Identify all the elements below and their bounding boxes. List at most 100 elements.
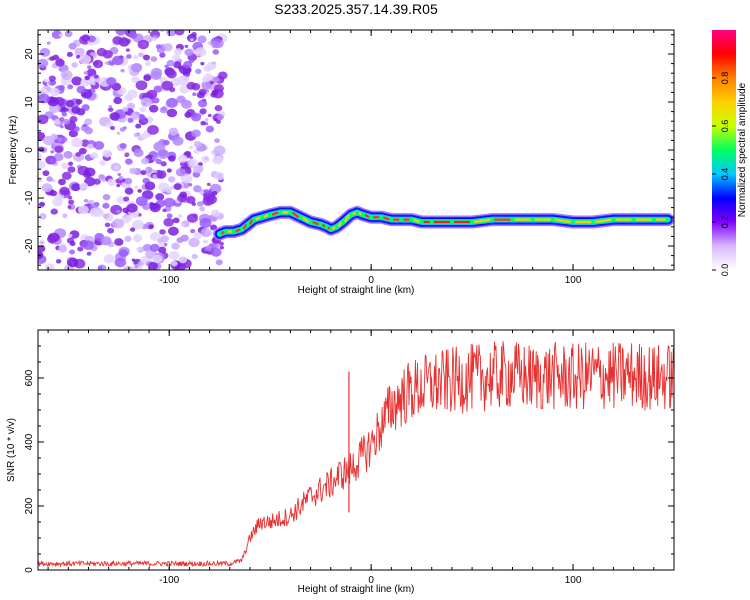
ridge-core	[220, 230, 225, 235]
noise-blob	[43, 78, 49, 83]
noise-blob	[102, 149, 112, 158]
noise-blob	[190, 112, 202, 122]
y-tick-label: 10	[24, 96, 35, 108]
noise-blob	[196, 91, 205, 99]
noise-blob	[58, 84, 65, 91]
noise-blob	[118, 249, 129, 258]
noise-blob	[126, 102, 136, 110]
y-tick-label: 0	[24, 147, 35, 153]
spectrogram-ylabel: Frequency (Hz)	[8, 116, 19, 185]
noise-blobs	[38, 30, 228, 270]
colorbar-scale	[712, 30, 736, 270]
noise-blob	[125, 215, 133, 222]
noise-blob	[199, 217, 212, 228]
noise-blob	[195, 68, 202, 75]
noise-blob	[152, 97, 160, 104]
colorbar-label: Normalized spectral amplitude	[737, 82, 748, 217]
noise-blob	[61, 162, 69, 169]
noise-blob	[160, 161, 167, 167]
noise-blob	[206, 182, 211, 187]
noise-blob	[87, 143, 94, 150]
noise-blob	[174, 30, 185, 36]
noise-blob	[124, 177, 133, 185]
snr-series-line	[38, 341, 674, 568]
noise-blob	[203, 189, 210, 194]
noise-blob	[82, 240, 95, 251]
noise-blob	[180, 173, 193, 184]
noise-blob	[202, 76, 210, 83]
noise-blob	[104, 222, 111, 228]
noise-blob	[76, 55, 81, 59]
noise-blob	[197, 35, 207, 44]
noise-blob	[166, 59, 175, 67]
noise-blob	[50, 133, 59, 141]
noise-blob	[110, 204, 123, 215]
noise-blob	[127, 89, 138, 99]
noise-blob	[126, 203, 138, 213]
noise-blob	[181, 98, 186, 103]
noise-blob	[57, 178, 66, 186]
noise-blob	[149, 202, 154, 207]
ridge-core	[382, 216, 390, 221]
noise-blob	[38, 176, 43, 183]
ridge-core	[473, 218, 491, 224]
snr-ticks: -100 0 100 0 200 400 600	[24, 329, 675, 586]
noise-blob	[184, 48, 194, 57]
noise-blob	[164, 64, 169, 69]
noise-blob	[39, 240, 45, 245]
noise-blob	[147, 124, 159, 135]
noise-blob	[107, 227, 115, 234]
noise-blob	[150, 56, 158, 62]
ridge-core	[358, 211, 362, 216]
noise-blob	[103, 254, 115, 264]
noise-blob	[171, 242, 180, 250]
spectrogram-background	[38, 30, 674, 270]
noise-blob	[189, 159, 199, 167]
noise-blob	[166, 69, 177, 79]
signal-ridge	[213, 205, 674, 241]
noise-blob	[144, 61, 151, 67]
noise-blob	[134, 185, 139, 190]
noise-blob	[211, 40, 221, 49]
noise-blob	[75, 152, 82, 157]
noise-blob	[61, 171, 72, 180]
noise-blob	[112, 218, 125, 229]
noise-blob	[213, 243, 220, 249]
noise-blob	[153, 85, 163, 93]
noise-blob	[77, 205, 89, 215]
noise-blob	[79, 54, 92, 65]
ridge-core	[413, 218, 421, 224]
noise-blob	[90, 152, 99, 160]
noise-blob	[151, 37, 157, 42]
noise-blob	[167, 176, 176, 183]
noise-blob	[48, 75, 56, 82]
noise-blob	[211, 89, 219, 96]
noise-blob	[58, 245, 68, 253]
noise-blob	[57, 137, 63, 142]
noise-blob	[82, 123, 88, 128]
noise-blob	[189, 156, 194, 160]
noise-blob	[45, 263, 55, 270]
noise-blob	[132, 54, 139, 60]
snr-line	[38, 341, 674, 568]
noise-blob	[157, 238, 164, 244]
noise-blob	[104, 61, 109, 65]
noise-blob	[124, 187, 134, 195]
noise-blob	[58, 117, 65, 122]
noise-blob	[116, 131, 121, 135]
noise-blob	[132, 213, 139, 218]
noise-blob	[207, 113, 212, 118]
noise-blob	[123, 196, 130, 202]
ridge-core	[242, 223, 247, 230]
noise-blob	[66, 257, 79, 268]
noise-blob	[126, 54, 132, 59]
ridge-core	[312, 220, 320, 226]
noise-blob	[163, 197, 176, 208]
noise-blob	[71, 62, 78, 68]
noise-blob	[49, 56, 55, 61]
noise-blob	[177, 154, 188, 163]
noise-blob	[86, 251, 92, 256]
noise-blob	[106, 86, 111, 90]
noise-blob	[110, 125, 116, 131]
noise-blob	[67, 195, 73, 200]
